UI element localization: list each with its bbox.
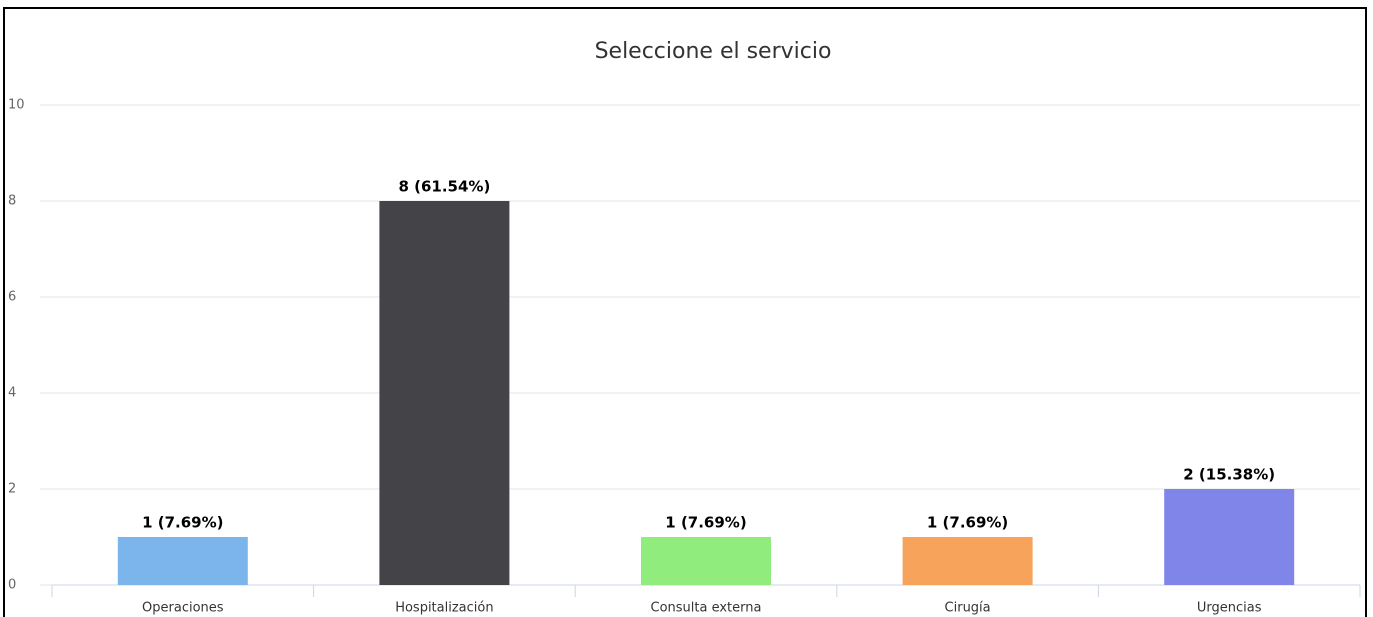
y-tick-label: 0 xyxy=(8,578,16,593)
x-tick-label: Operaciones xyxy=(142,601,224,616)
bar xyxy=(379,201,510,585)
y-tick-label: 2 xyxy=(8,482,16,497)
bar xyxy=(902,537,1033,585)
x-tick-label: Hospitalización xyxy=(395,601,493,616)
frame xyxy=(3,7,1367,617)
x-tick-label: Urgencias xyxy=(1197,601,1262,616)
x-tick-label: Consulta externa xyxy=(651,601,762,616)
bar xyxy=(117,537,248,585)
y-tick-label: 6 xyxy=(8,290,16,305)
bar xyxy=(1164,489,1295,585)
y-tick-label: 10 xyxy=(8,98,25,113)
bar xyxy=(641,537,771,585)
chart-title: Seleccione el servicio xyxy=(595,39,832,64)
data-label: 1 (7.69%) xyxy=(927,514,1008,532)
x-tick-label: Cirugía xyxy=(945,601,991,616)
data-label: 8 (61.54%) xyxy=(398,178,490,196)
y-tick-label: 8 xyxy=(8,194,16,209)
data-label: 1 (7.69%) xyxy=(665,514,746,532)
data-label: 1 (7.69%) xyxy=(142,514,223,532)
data-label: 2 (15.38%) xyxy=(1183,466,1275,484)
y-tick-label: 4 xyxy=(8,386,16,401)
